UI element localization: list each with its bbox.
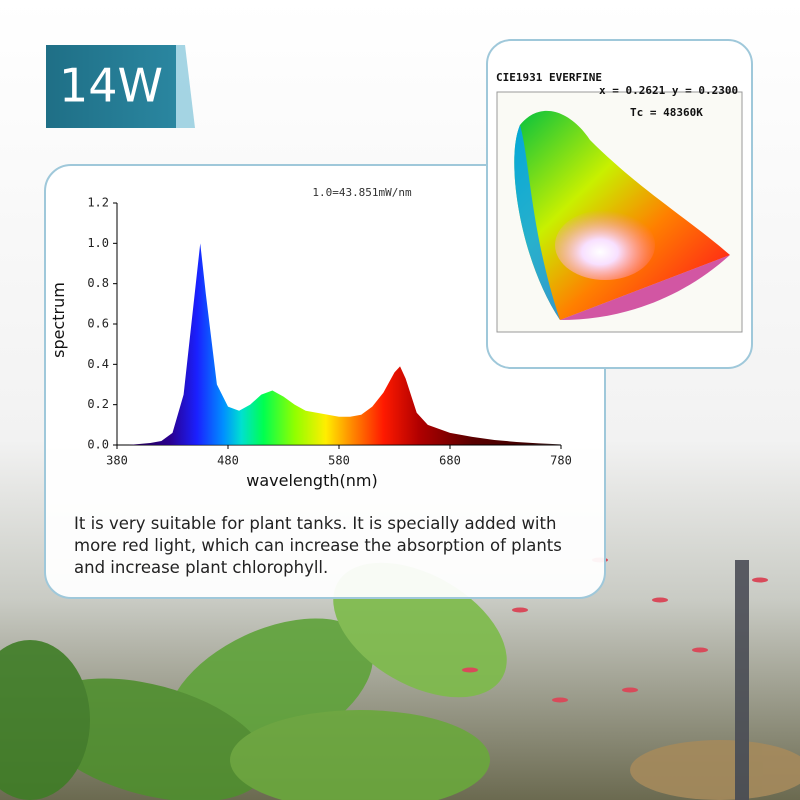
y-tick-label: 0.8 [87,276,109,290]
x-axis-label: wavelength(nm) [246,471,377,490]
x-tick-label: 580 [328,454,350,468]
x-tick-label: 480 [217,454,239,468]
y-tick-label: 1.2 [87,196,109,210]
spectrum-area [117,243,561,445]
y-tick-label: 0.2 [87,397,109,411]
y-tick-label: 0.4 [87,357,109,371]
cie-tc: Tc = 48360K [630,106,703,119]
x-tick-label: 780 [550,454,572,468]
y-tick-label: 1.0 [87,236,109,250]
y-axis-label: spectrum [49,282,68,358]
badge-text: 14W [59,59,163,113]
cie-coords: x = 0.2621 y = 0.2300 [599,84,738,97]
spectrum-card [44,164,606,599]
y-tick-label: 0.0 [87,438,109,452]
plot: 0.0 0.2 0.4 0.6 0.8 1.0 1.2 380 480 580 680 780 [87,196,572,468]
cie-title: CIE1931 EVERFINE [496,71,602,84]
y-tick-label: 0.6 [87,317,109,331]
x-tick-label: 680 [439,454,461,468]
x-tick-label: 380 [106,454,128,468]
annotation: 1.0=43.851mW/nm [312,186,412,199]
description: It is very suitable for plant tanks. It … [74,514,562,577]
fish [462,557,768,703]
cie-diagram [496,91,743,333]
badge [46,45,176,128]
